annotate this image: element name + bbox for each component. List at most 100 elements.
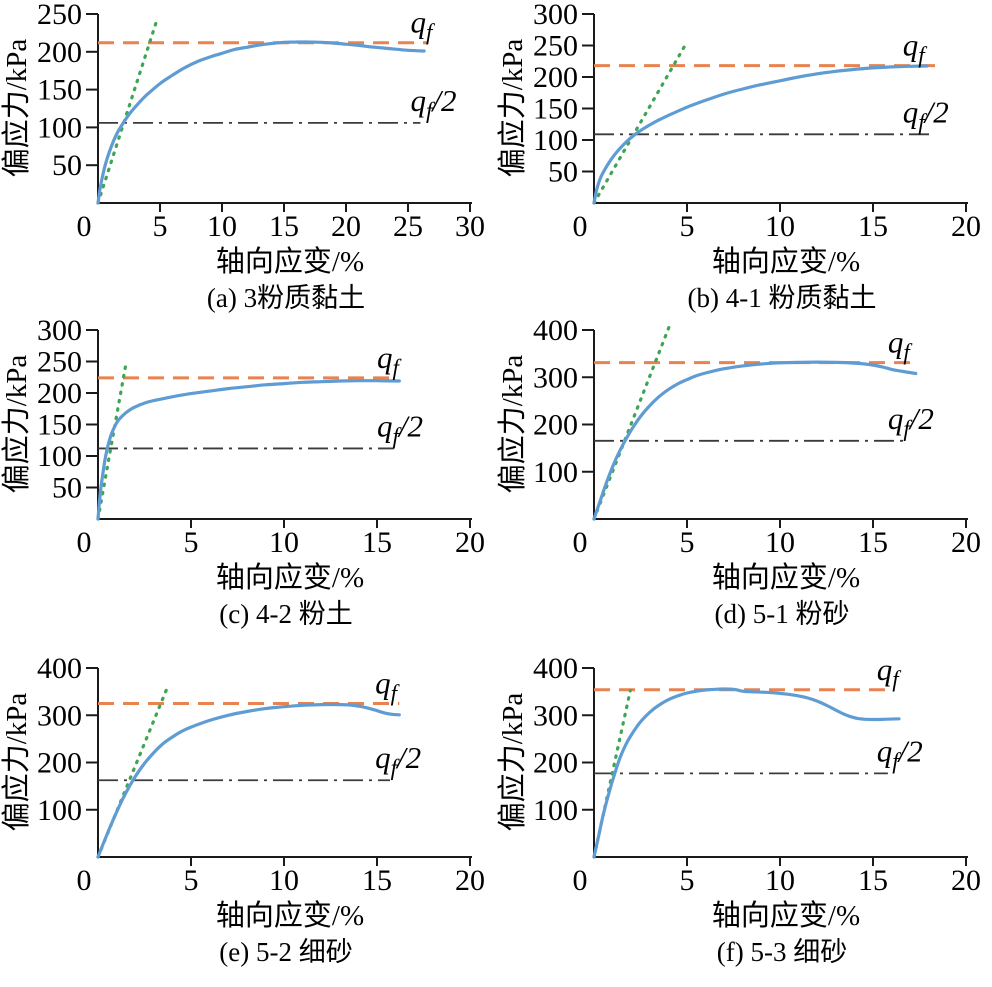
x-tick-label: 20	[455, 526, 485, 559]
y-tick-label: 100	[533, 124, 578, 157]
x-tick-label: 15	[858, 210, 888, 243]
y-tick-label: 200	[533, 409, 578, 442]
qf-half-annotation: qf/2	[410, 83, 456, 123]
panel-d-caption: (d) 5-1 粉砂	[714, 599, 850, 629]
initial-tangent-line	[592, 42, 688, 205]
x-tick-label: 20	[951, 526, 981, 559]
x-tick-label: 20	[331, 210, 361, 243]
panel-f: 100 200 300 400 0 5 10 15 20 偏应力/kPa 轴向应变/% qf qf/2 …	[496, 632, 992, 987]
initial-tangent-line	[96, 19, 159, 205]
x-tick-label: 5	[680, 210, 695, 243]
y-axis-title: 偏应力/kPa	[496, 355, 529, 494]
stress-strain-curve	[592, 64, 929, 205]
y-tick-label: 300	[37, 314, 82, 347]
panel-a-chart: 50 100 150 200 250 0 5 10 15 20 25 30 偏应力/kPa 轴向应变/% q…	[0, 0, 485, 278]
x-tick-label: 15	[858, 526, 888, 559]
x-axis-title: 轴向应变/%	[216, 899, 364, 932]
x-tick-label: 5	[184, 526, 199, 559]
qf-half-annotation: qf/2	[888, 401, 934, 441]
y-tick-label: 150	[533, 93, 578, 126]
y-tick-label: 100	[37, 794, 82, 827]
y-tick-label: 100	[533, 794, 578, 827]
x-tick-label: 15	[362, 526, 392, 559]
x-tick-label: 10	[269, 864, 299, 897]
x-tick-label: 5	[680, 526, 695, 559]
qf-annotation: qf	[903, 28, 929, 68]
y-tick-label: 100	[533, 456, 578, 489]
qf-half-annotation: qf/2	[375, 740, 421, 780]
qf-half-annotation: qf/2	[903, 94, 949, 134]
y-axis-title: 偏应力/kPa	[0, 355, 33, 494]
x-tick-label: 10	[207, 210, 237, 243]
y-tick-label: 50	[52, 149, 82, 182]
x-tick-label: 25	[393, 210, 423, 243]
x-tick-label: 10	[269, 526, 299, 559]
y-tick-label: 200	[37, 377, 82, 410]
y-tick-label: 50	[548, 156, 578, 189]
panel-e-chart: 100 200 300 400 0 5 10 15 20 偏应力/kPa 轴向应变/% qf qf/2	[0, 652, 485, 932]
stress-strain-curve	[96, 379, 401, 521]
x-tick-label: 15	[858, 864, 888, 897]
qf-annotation: qf	[877, 652, 903, 692]
x-tick-label: 0	[77, 210, 92, 243]
stress-strain-curve	[592, 360, 918, 521]
y-axis-title: 偏应力/kPa	[496, 39, 529, 178]
x-tick-label: 0	[573, 526, 588, 559]
x-axis-title: 轴向应变/%	[712, 561, 860, 594]
initial-tangent-line	[96, 687, 169, 859]
qf-annotation: qf	[375, 665, 401, 705]
y-tick-label: 200	[37, 747, 82, 780]
panel-e: 100 200 300 400 0 5 10 15 20 偏应力/kPa 轴向应变/% qf qf/2 …	[0, 632, 496, 987]
y-tick-label: 300	[533, 0, 578, 31]
y-tick-label: 250	[533, 30, 578, 63]
panel-b: 50 100 150 200 250 300 0 5 10 15 20 偏应力/kPa 轴向应变/% qf…	[496, 0, 992, 316]
qf-annotation: qf	[410, 5, 436, 45]
y-tick-label: 150	[37, 74, 82, 107]
y-tick-label: 400	[37, 652, 82, 685]
y-axis-title: 偏应力/kPa	[496, 693, 529, 832]
y-tick-label: 250	[37, 346, 82, 379]
x-tick-label: 15	[362, 864, 392, 897]
stress-strain-curve	[592, 687, 901, 859]
y-axis-title: 偏应力/kPa	[0, 693, 33, 832]
y-tick-label: 200	[533, 61, 578, 94]
x-tick-label: 0	[573, 864, 588, 897]
y-tick-label: 150	[37, 409, 82, 442]
panel-f-chart: 100 200 300 400 0 5 10 15 20 偏应力/kPa 轴向应变/% qf qf/2	[496, 652, 981, 932]
y-tick-label: 50	[52, 472, 82, 505]
y-tick-label: 300	[37, 699, 82, 732]
panel-e-caption: (e) 5-2 细砂	[219, 937, 353, 967]
panel-f-caption: (f) 5-3 细砂	[716, 937, 848, 967]
x-axis-title: 轴向应变/%	[216, 561, 364, 594]
x-tick-label: 0	[77, 864, 92, 897]
x-tick-label: 5	[184, 864, 199, 897]
panel-a-caption: (a) 3粉质黏土	[206, 283, 366, 313]
y-tick-label: 100	[37, 111, 82, 144]
qf-annotation: qf	[888, 325, 914, 365]
x-axis-title: 轴向应变/%	[216, 245, 364, 278]
x-tick-label: 10	[765, 210, 795, 243]
qf-half-annotation: qf/2	[877, 733, 923, 773]
y-tick-label: 400	[533, 652, 578, 685]
y-axis-title: 偏应力/kPa	[0, 39, 33, 178]
x-tick-label: 20	[951, 864, 981, 897]
x-tick-label: 20	[951, 210, 981, 243]
initial-tangent-line	[96, 362, 128, 521]
panel-d-chart: 100 200 300 400 0 5 10 15 20 偏应力/kPa 轴向应变/% qf qf/2	[496, 314, 981, 594]
x-tick-label: 20	[455, 864, 485, 897]
panel-c: 50 100 150 200 250 300 0 5 10 15 20 偏应力/kPa 轴向应变/% qf…	[0, 314, 496, 632]
x-axis-title: 轴向应变/%	[712, 245, 860, 278]
x-tick-label: 15	[269, 210, 299, 243]
x-tick-label: 10	[765, 526, 795, 559]
x-axis-title: 轴向应变/%	[712, 899, 860, 932]
y-tick-label: 100	[37, 440, 82, 473]
panel-c-caption: (c) 4-2 粉土	[219, 599, 353, 629]
qf-annotation: qf	[377, 340, 403, 380]
panel-b-caption: (b) 4-1 粉质黏土	[687, 283, 877, 313]
x-tick-label: 0	[573, 210, 588, 243]
x-tick-label: 5	[153, 210, 168, 243]
x-tick-label: 5	[680, 864, 695, 897]
